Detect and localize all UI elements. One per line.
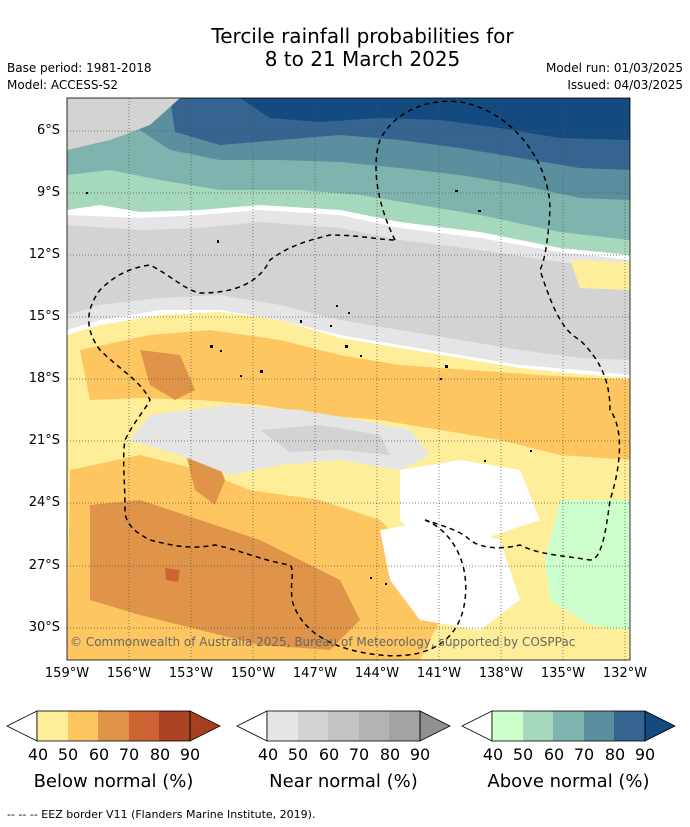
below-normal-patch-northeast [570, 260, 630, 290]
eez-borders [88, 100, 621, 657]
colorbar-near-bin-70 [359, 711, 389, 741]
lat-label: 9°S [36, 185, 60, 200]
lon-label: 141°W [416, 666, 462, 681]
colorbar-above-tick: 60 [543, 745, 565, 764]
issued-date: Issued: 04/03/2025 [567, 78, 683, 92]
colorbar-below-title: Below normal (%) [33, 771, 194, 792]
colorbar-below-bin-80 [159, 711, 190, 741]
colorbar-above-bin-40 [492, 711, 523, 741]
colorbar-below-tick: 90 [179, 745, 201, 764]
colorbar-above-title: Above normal (%) [487, 771, 650, 792]
colorbar-near-tick: 50 [287, 745, 309, 764]
base-period: Base period: 1981-2018 [7, 61, 152, 75]
colorbar-near-tick: 40 [257, 745, 279, 764]
colorbar-above-bin-70 [584, 711, 614, 741]
lon-label: 138°W [478, 666, 524, 681]
colorbar-below-bin-40 [37, 711, 68, 741]
below-normal-70-region [90, 500, 360, 650]
neutral-patch-southeast [380, 520, 520, 630]
colorbar-near [236, 710, 451, 742]
below-normal-70-patch-north [140, 350, 195, 400]
lat-label: 30°S [28, 620, 60, 635]
colorbar-above-tick: 90 [634, 745, 656, 764]
colorbar-near-bin-50 [298, 711, 328, 741]
colorbar-above-bin-50 [523, 711, 553, 741]
colorbar-above [461, 710, 676, 742]
lon-label: 144°W [354, 666, 400, 681]
map-area[interactable]: © Commonwealth of Australia 2025, Bureau… [67, 98, 630, 660]
colorbar-below-upper-arrow [189, 710, 221, 742]
colorbar-near-title: Near normal (%) [269, 771, 418, 792]
model-name: Model: ACCESS-S2 [7, 78, 119, 92]
lat-label: 21°S [28, 433, 60, 448]
colorbar-below-lower-arrow [6, 710, 38, 742]
lat-label: 18°S [28, 371, 60, 386]
colorbar-below-tick: 40 [27, 745, 49, 764]
eez-footnote: -- -- -- EEZ border V11 (Flanders Marine… [7, 808, 316, 821]
near-normal-60-patch-central [260, 425, 390, 455]
colorbar-above-tick: 40 [482, 745, 504, 764]
colorbar-below-bin-50 [68, 711, 98, 741]
colorbar-near-lower-arrow [236, 710, 268, 742]
colorbar-near-tick: 60 [318, 745, 340, 764]
colorbar-near-tick: 70 [348, 745, 370, 764]
lon-label: 159°W [44, 666, 90, 681]
colorbar-near-bin-60 [328, 711, 359, 741]
colorbar-below-bin-70 [129, 711, 159, 741]
map-title-line2: 8 to 21 March 2025 [264, 47, 461, 71]
colorbar-near-bin-80 [389, 711, 420, 741]
map-frame [66, 97, 631, 661]
lat-label: 6°S [36, 123, 60, 138]
colorbar-above-tick: 50 [512, 745, 534, 764]
colorbar-near-bin-40 [267, 711, 298, 741]
lon-label: 135°W [540, 666, 586, 681]
lat-label: 15°S [28, 309, 60, 324]
near-normal-60-region [67, 222, 630, 360]
below-normal-60-band-north [80, 330, 630, 460]
colorbar-below-tick: 50 [57, 745, 79, 764]
colorbar-above-upper-arrow [644, 710, 676, 742]
colorbar-above-bin-60 [553, 711, 584, 741]
above-normal-max-region [240, 98, 630, 140]
colorbar-below [6, 710, 221, 742]
below-normal-80-patch [165, 568, 180, 582]
colorbar-below-tick: 60 [88, 745, 110, 764]
graticule [67, 98, 630, 660]
model-run: Model run: 01/03/2025 [545, 61, 683, 75]
colorbar-above-tick: 80 [604, 745, 626, 764]
colorbar-above-bin-80 [614, 711, 645, 741]
colorbar-near-upper-arrow [419, 710, 451, 742]
colorbar-above-lower-arrow [461, 710, 493, 742]
above-normal-50-patch-southeast [545, 500, 630, 630]
colorbar-near-tick: 80 [379, 745, 401, 764]
lon-label: 147°W [292, 666, 338, 681]
copyright-text: © Commonwealth of Australia 2025, Bureau… [70, 635, 575, 649]
near-normal-northwest-region [67, 98, 180, 150]
map-title-line1: Tercile rainfall probabilities for [211, 24, 514, 48]
colorbar-above-tick: 70 [573, 745, 595, 764]
colorbar-below-tick: 80 [149, 745, 171, 764]
lon-label: 150°W [230, 666, 276, 681]
lat-label: 12°S [28, 247, 60, 262]
lat-label: 27°S [28, 558, 60, 573]
lon-label: 132°W [602, 666, 648, 681]
lat-label: 24°S [28, 495, 60, 510]
colorbar-below-bin-60 [98, 711, 129, 741]
colorbar-below-tick: 70 [118, 745, 140, 764]
colorbar-near-tick: 90 [409, 745, 431, 764]
islands [86, 190, 532, 585]
lon-label: 156°W [106, 666, 152, 681]
lon-label: 153°W [168, 666, 214, 681]
